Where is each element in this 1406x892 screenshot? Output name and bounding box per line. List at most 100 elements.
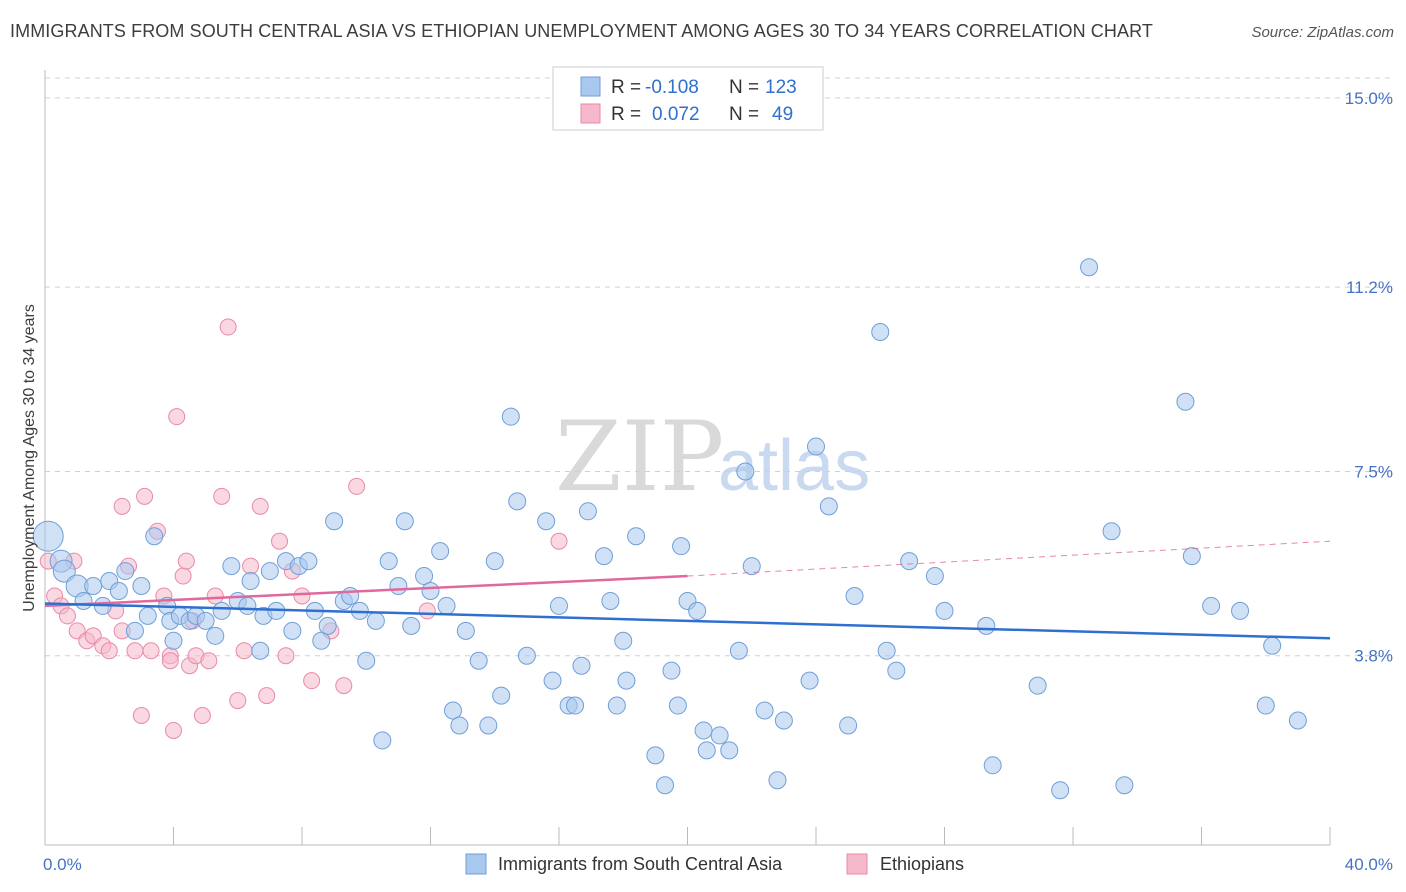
south-central-asia-point bbox=[283, 621, 302, 640]
south-central-asia-point bbox=[501, 407, 520, 426]
ethiopians-point bbox=[126, 642, 144, 660]
south-central-asia-point bbox=[1256, 696, 1275, 715]
south-central-asia-point bbox=[421, 581, 440, 600]
chart-title: IMMIGRANTS FROM SOUTH CENTRAL ASIA VS ET… bbox=[10, 21, 1153, 41]
south-central-asia-point bbox=[578, 502, 597, 521]
ethiopians-points bbox=[39, 318, 568, 739]
south-central-asia-point bbox=[357, 651, 376, 670]
south-central-asia-point bbox=[614, 631, 633, 650]
south-central-asia-point bbox=[443, 701, 462, 720]
y-tick-label: 11.2% bbox=[1346, 278, 1393, 297]
legend-r-label-1: R = bbox=[611, 77, 641, 98]
south-central-asia-point bbox=[260, 562, 279, 581]
south-central-asia-point bbox=[925, 567, 944, 586]
ethiopians-point bbox=[132, 707, 150, 725]
south-central-asia-point bbox=[800, 671, 819, 690]
south-central-asia-point bbox=[1115, 776, 1134, 795]
south-central-asia-point bbox=[566, 696, 585, 715]
south-central-asia-point bbox=[116, 562, 135, 581]
south-central-asia-point bbox=[299, 552, 318, 571]
ethiopians-trend-line bbox=[44, 574, 688, 608]
south-central-asia-point bbox=[1102, 522, 1121, 541]
legend-r-label-2: R = bbox=[611, 104, 641, 125]
south-central-asia-point bbox=[662, 661, 681, 680]
south-central-asia-point bbox=[601, 591, 620, 610]
bottom-legend-label-2: Ethiopians bbox=[880, 854, 964, 874]
south-central-asia-point bbox=[456, 621, 475, 640]
ethiopians-point bbox=[235, 642, 253, 660]
watermark-zip: ZIP bbox=[555, 401, 724, 513]
south-central-asia-point bbox=[807, 437, 825, 456]
south-central-asia-point bbox=[164, 631, 183, 650]
south-central-asia-trend-line bbox=[44, 602, 1331, 640]
south-central-asia-point bbox=[325, 512, 344, 531]
bottom-legend-swatch-blue bbox=[465, 853, 487, 875]
ethiopians-point bbox=[193, 707, 211, 725]
south-central-asia-point bbox=[729, 641, 748, 660]
legend-n-label-2: N = bbox=[729, 104, 759, 125]
south-central-asia-point bbox=[206, 626, 225, 645]
south-central-asia-point bbox=[196, 611, 215, 630]
bottom-legend-label-1: Immigrants from South Central Asia bbox=[498, 854, 783, 874]
ethiopians-point bbox=[174, 567, 192, 585]
south-central-asia-point bbox=[402, 616, 421, 635]
south-central-asia-point bbox=[710, 726, 729, 745]
south-central-asia-point bbox=[32, 520, 64, 552]
y-tick-label: 15.0% bbox=[1345, 89, 1393, 108]
ethiopians-point bbox=[100, 642, 118, 660]
series-legend: Immigrants from South Central Asia Ethio… bbox=[465, 853, 964, 875]
south-central-asia-point bbox=[492, 686, 511, 705]
ethiopians-point bbox=[550, 532, 568, 550]
axes bbox=[44, 70, 1331, 846]
ethiopians-point bbox=[168, 408, 186, 426]
ethiopians-point bbox=[113, 497, 131, 515]
south-central-asia-point bbox=[1182, 547, 1201, 566]
south-central-asia-point bbox=[845, 586, 864, 605]
south-central-asia-point bbox=[109, 581, 128, 600]
y-axis-label: Unemployment Among Ages 30 to 34 years bbox=[21, 304, 38, 612]
x-tick-labels: 0.0% 40.0% bbox=[43, 855, 1393, 874]
south-central-asia-point bbox=[366, 611, 385, 630]
south-central-asia-point bbox=[379, 552, 398, 571]
ethiopians-point bbox=[177, 552, 195, 570]
south-central-asia-point bbox=[594, 547, 613, 566]
ethiopians-point bbox=[335, 677, 353, 695]
ethiopians-point bbox=[206, 587, 224, 605]
legend-swatch-blue bbox=[580, 76, 601, 97]
south-central-asia-point bbox=[550, 596, 568, 615]
south-central-asia-point bbox=[887, 661, 906, 680]
south-central-asia-point bbox=[125, 621, 144, 640]
south-central-asia-point bbox=[646, 746, 665, 765]
ethiopians-point bbox=[293, 587, 311, 605]
south-central-asia-point bbox=[222, 557, 241, 576]
bottom-legend-swatch-pink bbox=[846, 853, 868, 875]
south-central-asia-point bbox=[627, 527, 646, 546]
ethiopians-point bbox=[229, 692, 247, 710]
south-central-asia-point bbox=[312, 631, 331, 650]
south-central-asia-point bbox=[341, 586, 360, 605]
south-central-asia-point bbox=[672, 537, 691, 556]
legend-n-value-1: 123 bbox=[765, 77, 797, 98]
south-central-asia-point bbox=[688, 601, 707, 620]
y-tick-label: 3.8% bbox=[1354, 647, 1393, 666]
south-central-asia-point bbox=[668, 696, 687, 715]
south-central-asia-point bbox=[935, 601, 954, 620]
south-central-asia-point bbox=[373, 731, 392, 750]
south-central-asia-point bbox=[1051, 781, 1070, 800]
south-central-asia-point bbox=[656, 776, 675, 795]
south-central-asia-point bbox=[1288, 711, 1307, 730]
trend-lines bbox=[44, 540, 1331, 640]
south-central-asia-point bbox=[977, 616, 996, 635]
south-central-asia-point bbox=[720, 741, 739, 760]
south-central-asia-point bbox=[508, 492, 527, 511]
south-central-asia-point bbox=[517, 646, 536, 665]
ethiopians-point bbox=[242, 557, 260, 575]
south-central-asia-point bbox=[900, 552, 919, 571]
south-central-asia-point bbox=[768, 771, 787, 790]
y-tick-labels: 3.8% 7.5% 11.2% 15.0% bbox=[1345, 89, 1393, 666]
south-central-asia-point bbox=[84, 577, 103, 596]
south-central-asia-point bbox=[871, 323, 890, 342]
ethiopians-point bbox=[165, 721, 182, 739]
ethiopians-point bbox=[251, 497, 269, 515]
south-central-asia-point bbox=[877, 641, 896, 660]
